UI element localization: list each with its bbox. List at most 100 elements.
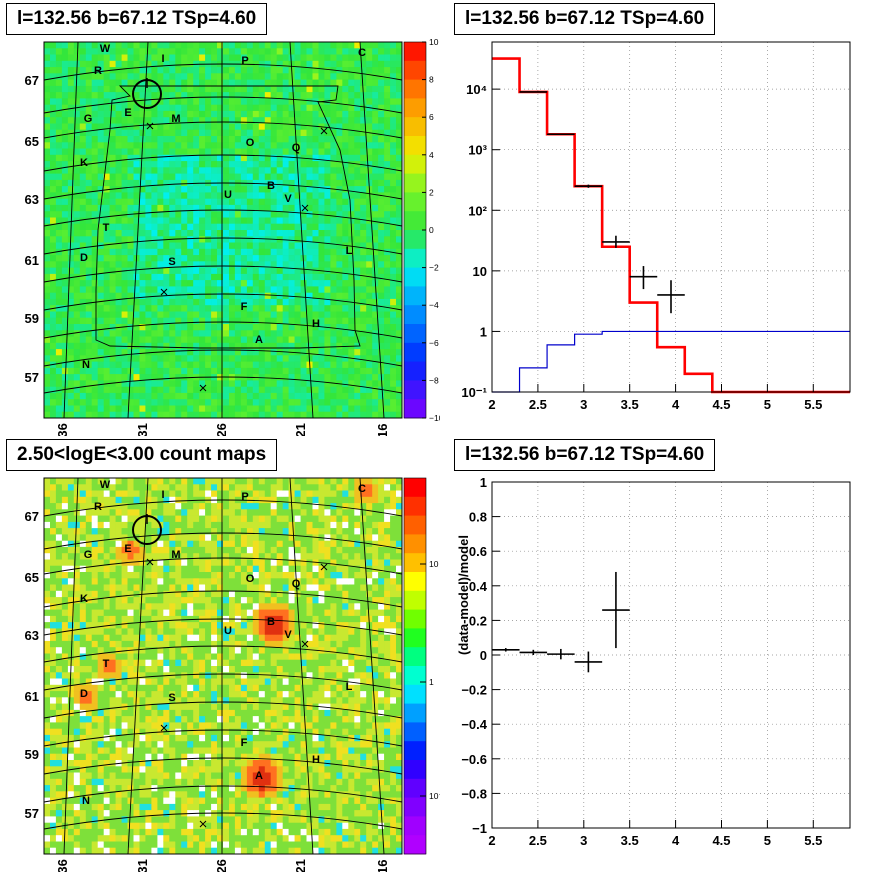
map-y-tick-label: 67 <box>25 73 39 88</box>
spectrum-title: l=132.56 b=67.12 TSp=4.60 <box>454 3 716 35</box>
source-label-d: D <box>80 252 88 264</box>
source-label-k: K <box>80 593 88 605</box>
map-x-tick-label: 116 <box>375 860 390 872</box>
source-label-k: K <box>80 157 88 169</box>
latitude-line <box>43 349 403 367</box>
colorbar-segment <box>404 286 426 306</box>
source-label-v: V <box>284 193 292 205</box>
spectrum-axis-labels: 2 2.5 3 3.5 4 4.5 5 5.5 10⁻¹ 1 10 10² 10³ 10⁴ <box>461 82 822 412</box>
spectrum-svg: 2 2.5 3 3.5 4 4.5 5 5.5 10⁻¹ 1 10 10² 10³ 10⁴ <box>461 41 851 412</box>
ts-map-panel: W I P C R E G M O Q K U B V T L D S F H A N 136 131 126 121 116 67 6… <box>0 0 440 436</box>
ts-map-axis-labels: 136 131 126 121 116 67 65 63 61 59 57 <box>25 73 390 436</box>
colorbar-segment <box>404 590 426 610</box>
latitude-line <box>43 532 403 550</box>
source-cross-marker <box>301 640 309 648</box>
source-cross-marker <box>301 204 309 212</box>
longitude-line <box>359 41 385 419</box>
colorbar-segment <box>404 154 426 174</box>
map-x-tick-label: 116 <box>375 424 390 436</box>
residual-y-tick-label: 0.8 <box>469 510 487 525</box>
spectrum-x-tick-label: 5 <box>764 397 771 412</box>
source-label-d: D <box>80 688 88 700</box>
spectrum-x-tick-label: 2.5 <box>529 397 547 412</box>
latitude-line <box>43 729 403 747</box>
latitude-line <box>43 499 403 517</box>
longitude-line <box>289 477 314 855</box>
colorbar-tick-label: 8 <box>429 75 434 85</box>
colorbar-segment <box>404 647 426 667</box>
colorbar-segment <box>404 628 426 648</box>
source-labels: W I P C R E G M O Q K U BV T L D S F H A N <box>80 43 366 371</box>
latitude-line <box>43 701 403 719</box>
spectrum-x-tick-label: 3.5 <box>621 397 639 412</box>
source-label-m: M <box>171 113 180 125</box>
map-y-tick-label: 57 <box>25 370 39 385</box>
colorbar-tick-label: 1 <box>429 677 434 687</box>
latitude-line <box>43 265 403 283</box>
spectrum-x-tick-label: 4.5 <box>712 397 730 412</box>
colorbar-segment <box>404 572 426 592</box>
latitude-line <box>43 645 403 663</box>
source-label-c: C <box>358 47 366 59</box>
source-cross-marker <box>146 122 154 130</box>
map-y-tick-label: 59 <box>25 747 39 762</box>
longitude-line <box>63 41 79 419</box>
map-y-tick-label: 65 <box>25 134 39 149</box>
latitude-line <box>43 209 403 227</box>
map-y-tick-label: 67 <box>25 509 39 524</box>
latitude-line <box>43 121 403 139</box>
source-label-t: T <box>103 222 110 234</box>
source-label-u: U <box>224 189 232 201</box>
source-labels: W I P C R E G M O Q K U BV T L D S F H A N <box>80 479 366 807</box>
source-cross-marker <box>146 558 154 566</box>
map-x-tick-label: 136 <box>55 859 70 872</box>
count-map-title: 2.50<logE<3.00 count maps <box>6 439 278 471</box>
colorbar-segment <box>404 173 426 193</box>
colorbar-tick-label: 10⁻¹ <box>429 791 440 801</box>
source-label-i: I <box>161 489 164 501</box>
map-x-tick-label: 126 <box>214 859 229 872</box>
latitude-line <box>43 673 403 691</box>
colorbar-tick-label: −8 <box>429 375 439 385</box>
colorbar-tick-label: −4 <box>429 300 439 310</box>
source-label-m: M <box>171 549 180 561</box>
residual-y-tick-label: 0.2 <box>469 613 487 628</box>
colorbar-segment <box>404 192 426 212</box>
source-label-l: L <box>346 681 353 693</box>
colorbar-tick-label: 10 <box>429 37 439 47</box>
residual-y-tick-label: −0.8 <box>461 786 487 801</box>
longitude-line <box>359 477 385 855</box>
colorbar-tick-label: 10 <box>429 559 439 569</box>
source-cross-marker <box>160 288 168 296</box>
ts-colorbar: 10 8 6 4 2 0 −2 −4 −6 −8 −10 <box>403 37 440 423</box>
spectrum-x-tick-label: 3 <box>580 397 587 412</box>
colorbar-segment <box>404 361 426 381</box>
source-label-e: E <box>124 543 131 555</box>
source-label-f: F <box>241 737 248 749</box>
map-x-tick-label: 121 <box>293 423 308 436</box>
cnt-map-pixels <box>44 478 403 855</box>
source-cross-marker <box>160 724 168 732</box>
map-y-tick-label: 61 <box>25 253 39 268</box>
colorbar-segment <box>404 230 426 250</box>
source-label-r: R <box>94 65 102 77</box>
ts-map-svg: W I P C R E G M O Q K U BV T L D S F H A N 136 131 126 121 116 67 6… <box>25 37 440 436</box>
source-label-c: C <box>358 483 366 495</box>
source-label-w: W <box>100 43 111 55</box>
spectrum-plot: 2 2.5 3 3.5 4 4.5 5 5.5 10⁻¹ 1 10 10² 10³ 10⁴ <box>461 41 851 412</box>
residual-y-tick-label: −0.2 <box>461 683 487 698</box>
source-label-w: W <box>100 479 111 491</box>
source-label-o: O <box>246 573 255 585</box>
colorbar-segment <box>404 515 426 535</box>
source-label-h: H <box>312 754 320 766</box>
source-label-n: N <box>82 359 90 371</box>
colorbar-segment <box>404 324 426 344</box>
colorbar-segment <box>404 79 426 99</box>
source-label-p: P <box>241 491 248 503</box>
cnt-map-plot: W I P C R E G M O Q K U BV T L D S F H A N 136 131 126 121 116 67 6… <box>25 477 440 872</box>
source-label-g: G <box>84 113 93 125</box>
latitude-line <box>43 154 403 172</box>
source-label-r: R <box>94 501 102 513</box>
residual-y-axis-title: (data-model)/model <box>456 535 471 655</box>
source-label-v: V <box>284 629 292 641</box>
